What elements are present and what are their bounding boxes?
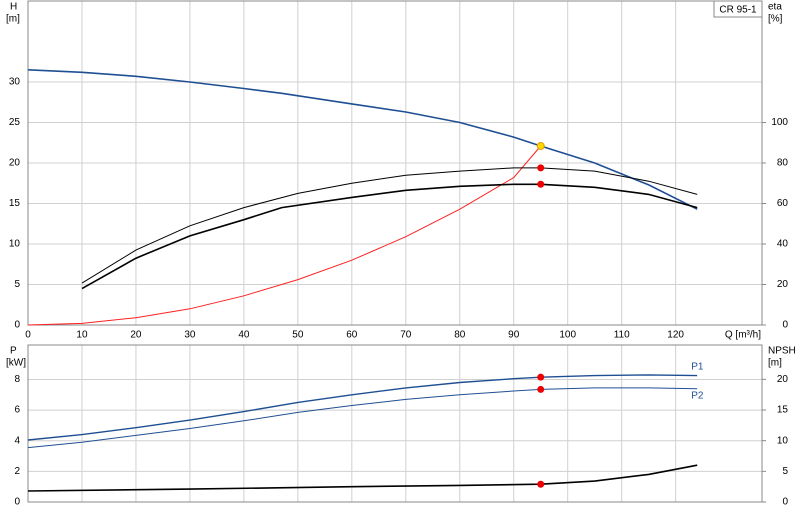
x-tick-label: 20 [130, 330, 142, 341]
curve [27, 387, 698, 449]
y-tick-label: 25 [9, 117, 21, 128]
y-tick-label: 4 [14, 435, 20, 446]
y-tick-label: 6 [14, 405, 20, 416]
y2-tick-label: 0 [782, 320, 788, 331]
curve [27, 464, 698, 492]
y-tick-label: 15 [9, 198, 21, 209]
y-axis-label: H [10, 2, 17, 13]
duty-point [537, 180, 545, 188]
x-tick-label: 110 [614, 330, 630, 341]
y-tick-label: 0 [14, 320, 20, 331]
x-axis-label: Q [m³/h] [725, 330, 761, 341]
title-box [713, 0, 763, 18]
y-axis-unit: [kW] [6, 358, 26, 369]
y2-axis-label: eta [768, 2, 782, 13]
y-axis-unit: [m] [6, 14, 20, 25]
duty-point [537, 480, 545, 488]
y2-axis-unit: [m] [768, 358, 782, 369]
x-tick-label: 0 [25, 330, 31, 341]
duty-point [537, 164, 545, 172]
y-tick-label: 20 [9, 158, 21, 169]
y2-tick-label: 40 [777, 239, 789, 250]
y2-tick-label: 20 [777, 279, 789, 290]
y-tick-label: 10 [9, 239, 21, 250]
curve [27, 374, 698, 441]
chart-title: CR 95-1 [719, 5, 757, 16]
y2-tick-label: 10 [777, 435, 789, 446]
x-tick-label: 90 [508, 330, 520, 341]
x-tick-label: 30 [184, 330, 196, 341]
series-label: P2 [691, 390, 704, 401]
x-tick-label: 120 [667, 330, 684, 341]
y2-tick-label: 0 [782, 497, 788, 508]
plot-frame [27, 0, 763, 326]
y2-tick-label: 5 [782, 466, 788, 477]
y2-tick-label: 15 [777, 405, 789, 416]
x-tick-label: 100 [559, 330, 576, 341]
duty-point [537, 385, 545, 393]
plot-frame [27, 344, 763, 503]
y-tick-label: 30 [9, 77, 21, 88]
x-tick-label: 70 [400, 330, 412, 341]
y2-tick-label: 60 [777, 198, 789, 209]
y-tick-label: 2 [14, 466, 20, 477]
x-tick-label: 10 [76, 330, 88, 341]
y2-tick-label: 80 [777, 158, 789, 169]
x-tick-label: 80 [454, 330, 466, 341]
y-tick-label: 0 [14, 497, 20, 508]
y2-tick-label: 20 [777, 374, 789, 385]
y-tick-label: 8 [14, 374, 20, 385]
x-tick-label: 50 [292, 330, 304, 341]
x-tick-label: 40 [238, 330, 250, 341]
duty-point [537, 373, 545, 381]
curve [27, 69, 698, 210]
x-tick-label: 60 [346, 330, 358, 341]
y2-axis-label: NPSH [768, 346, 796, 357]
curve [81, 183, 698, 290]
y2-axis-unit: [%] [768, 14, 783, 25]
y-axis-label: P [10, 346, 17, 357]
y-tick-label: 5 [14, 279, 20, 290]
duty-point [536, 141, 545, 150]
series-label: P1 [691, 361, 704, 372]
curve [27, 145, 542, 326]
curve [81, 167, 698, 284]
y2-tick-label: 100 [771, 117, 788, 128]
